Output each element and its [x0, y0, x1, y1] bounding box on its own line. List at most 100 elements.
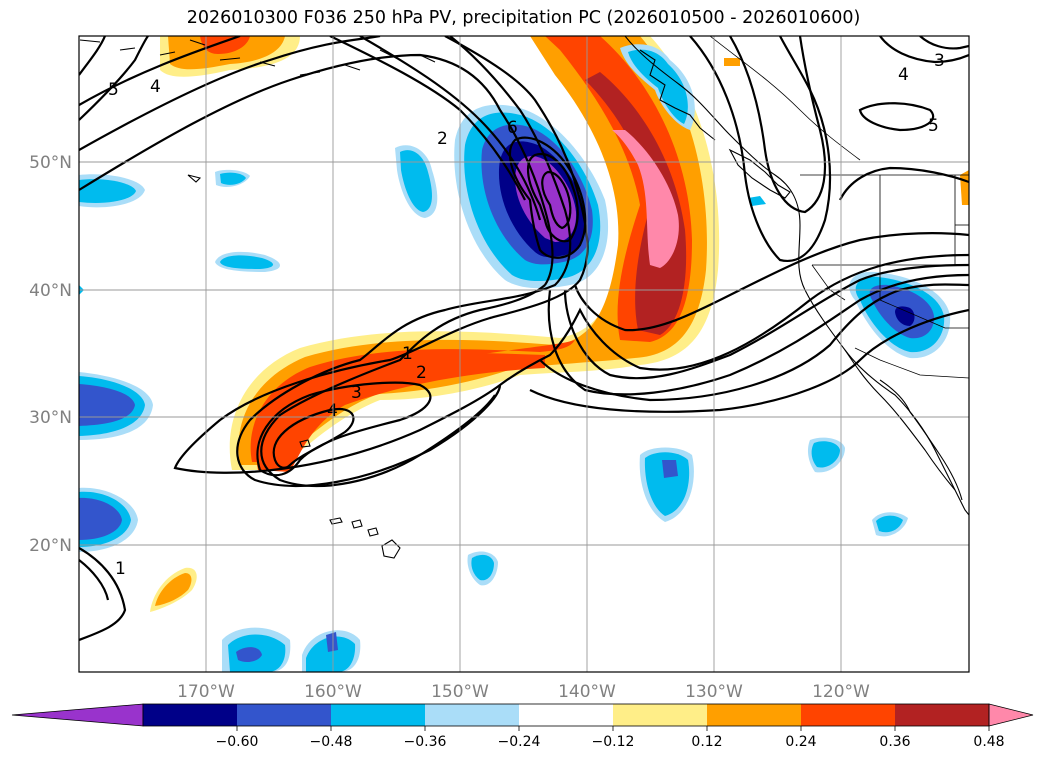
contour-label-12: 1 [115, 559, 126, 579]
pv-contour-17 [729, 36, 827, 214]
contour-label-11: 3 [934, 51, 945, 71]
pv-contour-18 [839, 166, 969, 201]
pv-contour-24 [79, 547, 127, 642]
colorbar-tick-label: −0.24 [498, 734, 541, 750]
coastlines [79, 36, 969, 559]
colorbar-tick-label: 0.24 [785, 734, 816, 750]
neg-blob-d3 [662, 460, 678, 478]
pv-contour-12 [563, 263, 969, 380]
colorbar-bin [425, 704, 519, 726]
neg-left-1c [79, 384, 135, 426]
pv-contour-21 [919, 36, 969, 50]
pv-contour-23 [79, 36, 107, 76]
lon-label-150w: 150°W [431, 682, 489, 702]
gulf-coast [879, 379, 963, 501]
longitude-labels: 170°W 160°W 150°W 140°W 130°W 120°W [177, 682, 870, 702]
pv-contour-25 [79, 559, 110, 601]
borders [709, 36, 969, 379]
lon-label-140w: 140°W [558, 682, 616, 702]
pos-blob-nw-3 [200, 36, 250, 54]
colorbar-bin [613, 704, 707, 726]
neg-blob-c2 [220, 172, 246, 185]
neg-blob-e2 [471, 554, 494, 581]
lat-label-30n: 30°N [29, 408, 72, 428]
contour-labels: 1 2 3 4 2 6 4 5 5 4 3 1 [108, 51, 945, 579]
lat-label-50n: 50°N [29, 153, 72, 173]
colorbar-bin [143, 704, 237, 726]
colorbar-tick-label: −0.36 [404, 734, 447, 750]
pv-contour-3 [79, 53, 554, 488]
neg-blob-d2 [644, 452, 690, 516]
neg-blob-f2 [811, 441, 840, 468]
contour-label-4: 4 [327, 401, 338, 421]
alaska-panhandle [639, 49, 716, 141]
baja-coast [844, 349, 956, 491]
pv-contour-4 [256, 381, 432, 477]
vancouver-island [728, 148, 791, 199]
hawaii-3 [367, 527, 379, 537]
colorbar-extend-min [11, 703, 144, 727]
lon-label-120w: 120°W [812, 682, 870, 702]
pv-contour-14 [539, 283, 969, 402]
hawaii-2 [351, 519, 363, 529]
us-mexico-border [854, 347, 969, 379]
hawaii-1 [329, 517, 343, 525]
contour-label-5: 2 [437, 129, 448, 149]
contour-label-3: 3 [351, 383, 362, 403]
pv-contour-22 [79, 36, 149, 121]
contour-label-6: 6 [507, 118, 518, 138]
neg-blob-i2 [306, 636, 356, 672]
pv-contour-5 [272, 407, 355, 469]
colorbar-bin [331, 704, 425, 726]
neg-left-2c [79, 497, 122, 540]
colorbar-tick-label: 0.12 [691, 734, 722, 750]
pos-speck-1 [724, 58, 740, 66]
contour-label-7: 4 [150, 77, 161, 97]
pv-contour-10 [541, 170, 572, 230]
colorbar-tick-label: −0.48 [310, 734, 353, 750]
gridlines [79, 36, 969, 672]
colorbar-tick-label: −0.12 [592, 734, 635, 750]
pv-contour-13 [547, 273, 969, 396]
colorbar-bin [801, 704, 895, 726]
state-border-2 [880, 175, 956, 266]
colorbar-bin [519, 704, 613, 726]
pv-contour-20 [879, 36, 969, 64]
neg-left-3b [79, 179, 136, 203]
latitude-labels: 50°N 40°N 30°N 20°N [29, 153, 72, 556]
contour-label-9: 5 [928, 116, 939, 136]
plume-pos-3 [250, 36, 692, 462]
aleutian-chain [79, 39, 436, 76]
pos-blob-sw-2 [155, 573, 192, 606]
island-2 [299, 439, 311, 448]
colorbar-tick-label: 0.36 [879, 734, 910, 750]
contour-label-10: 4 [898, 65, 909, 85]
pv-contour-15 [529, 308, 969, 413]
hawaii-4 [381, 539, 401, 559]
neg-blob-h3 [236, 647, 262, 663]
contour-label-1: 1 [402, 344, 413, 364]
colorbar-bin [707, 704, 801, 726]
plume-pos-3b [256, 353, 545, 472]
plume-pos-4 [585, 72, 687, 335]
colorbar: −0.60 −0.48 −0.36 −0.24 −0.12 0.12 0.24 0.36 0.4… [11, 703, 1034, 750]
colorbar-bin [895, 704, 989, 726]
pv-contour-19 [858, 102, 935, 132]
neg-blob-g2 [876, 515, 903, 533]
neg-blob-j [748, 196, 766, 206]
lon-label-130w: 130°W [685, 682, 743, 702]
plume-pos-5 [612, 130, 679, 268]
contour-label-2: 2 [416, 363, 427, 383]
island-1 [187, 174, 202, 183]
colorbar-tick-label: 0.48 [973, 734, 1004, 750]
lat-label-20n: 20°N [29, 536, 72, 556]
colorbar-tick-label: −0.60 [216, 734, 259, 750]
map-content: 1 2 3 4 2 6 4 5 5 4 3 1 [79, 36, 969, 672]
bc-border [709, 36, 861, 161]
lon-label-160w: 160°W [304, 682, 362, 702]
colorbar-extend-max [988, 703, 1034, 727]
colorbar-bin [237, 704, 331, 726]
neg-baja-4 [895, 306, 915, 326]
colorbar-frame [142, 703, 990, 727]
